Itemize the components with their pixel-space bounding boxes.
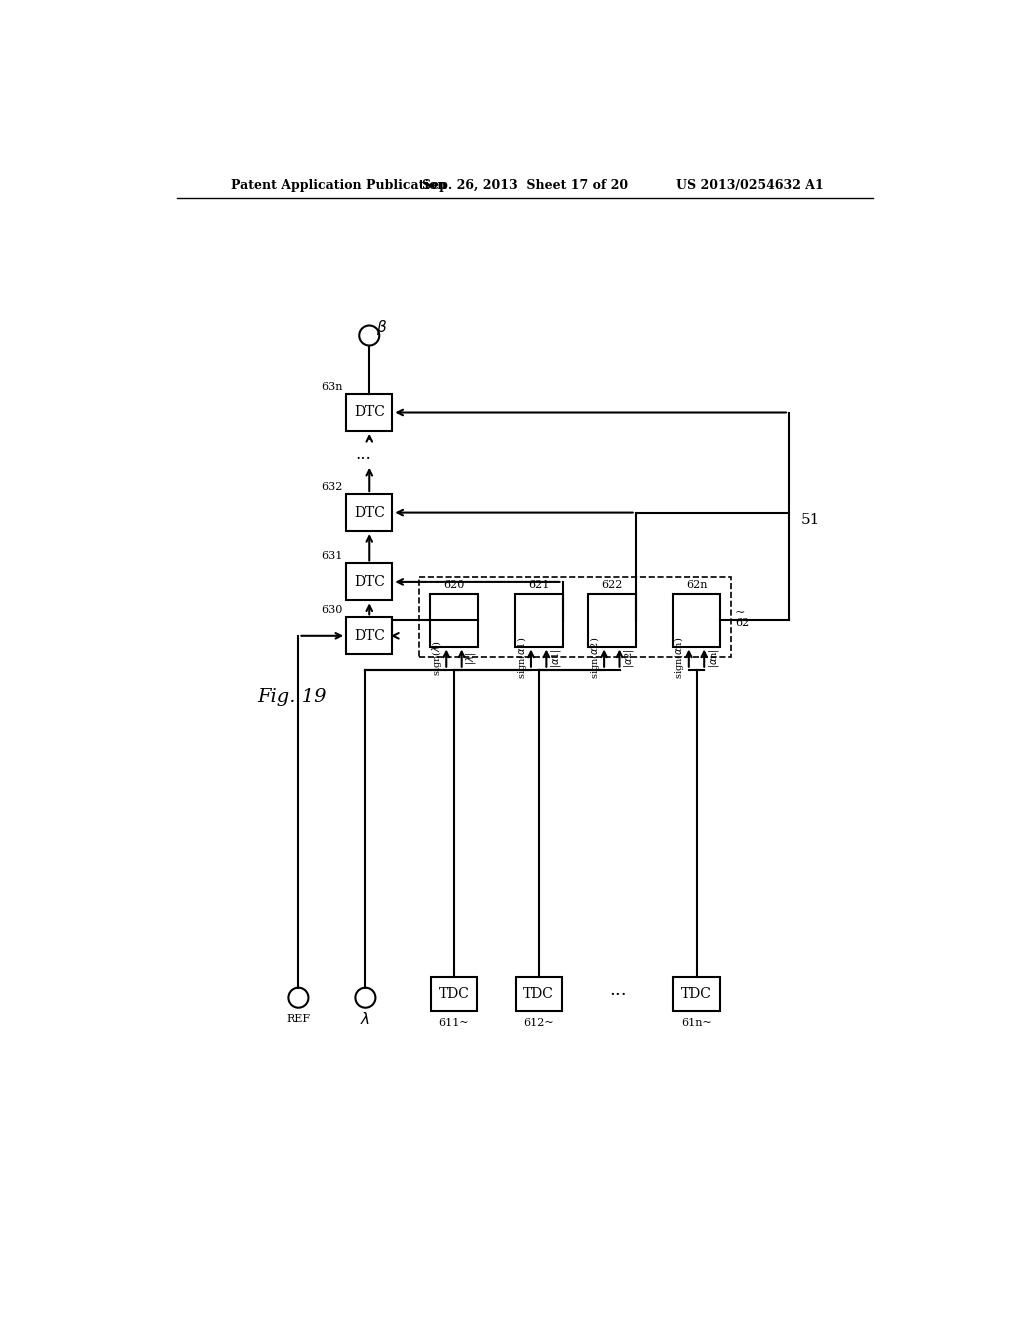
Text: $\beta$: $\beta$ — [376, 318, 387, 338]
Text: 62: 62 — [735, 619, 750, 628]
Text: $|\alpha$1$|$: $|\alpha$1$|$ — [549, 648, 562, 668]
Text: 621: 621 — [528, 579, 549, 590]
Text: $|\lambda|$: $|\lambda|$ — [464, 652, 478, 665]
Text: $|\alpha$n$|$: $|\alpha$n$|$ — [707, 648, 721, 668]
Bar — [419, 577, 731, 657]
Bar — [588, 594, 636, 647]
Text: Fig. 19: Fig. 19 — [258, 689, 327, 706]
Text: sign($\alpha$2): sign($\alpha$2) — [588, 638, 602, 680]
Text: 622: 622 — [601, 579, 623, 590]
Bar — [430, 594, 478, 647]
Text: $\lambda$: $\lambda$ — [360, 1011, 371, 1027]
Text: DTC: DTC — [354, 506, 385, 520]
Text: TDC: TDC — [438, 987, 469, 1001]
Text: 63n: 63n — [321, 381, 342, 392]
Text: ~: ~ — [735, 606, 745, 619]
Text: TDC: TDC — [523, 987, 554, 1001]
Text: DTC: DTC — [354, 628, 385, 643]
Text: 620: 620 — [443, 579, 465, 590]
Text: 612~: 612~ — [523, 1018, 554, 1028]
Text: REF: REF — [287, 1014, 310, 1024]
Text: Sep. 26, 2013  Sheet 17 of 20: Sep. 26, 2013 Sheet 17 of 20 — [422, 178, 628, 191]
Bar — [346, 494, 392, 531]
Bar — [674, 977, 720, 1011]
Text: US 2013/0254632 A1: US 2013/0254632 A1 — [676, 178, 823, 191]
Text: sign($\alpha$n): sign($\alpha$n) — [673, 638, 686, 680]
Bar — [431, 977, 477, 1011]
Bar — [346, 618, 392, 655]
Text: sign($\lambda$): sign($\lambda$) — [430, 640, 444, 676]
Text: 632: 632 — [321, 482, 342, 492]
Text: DTC: DTC — [354, 576, 385, 589]
Text: DTC: DTC — [354, 405, 385, 420]
Bar — [515, 594, 562, 647]
Bar — [515, 977, 562, 1011]
Text: ...: ... — [355, 446, 371, 462]
Text: TDC: TDC — [681, 987, 712, 1001]
Text: 51: 51 — [801, 513, 820, 527]
Bar — [346, 564, 392, 601]
Text: ...: ... — [609, 981, 627, 999]
Text: 631: 631 — [321, 552, 342, 561]
Text: 61n~: 61n~ — [681, 1018, 712, 1028]
Text: sign($\alpha$1): sign($\alpha$1) — [515, 638, 528, 680]
Text: Patent Application Publication: Patent Application Publication — [230, 178, 446, 191]
Text: $|\alpha$2$|$: $|\alpha$2$|$ — [622, 648, 636, 668]
Bar — [346, 393, 392, 430]
Bar — [673, 594, 720, 647]
Text: 630: 630 — [321, 605, 342, 615]
Text: 611~: 611~ — [438, 1018, 469, 1028]
Text: 62n: 62n — [686, 579, 708, 590]
